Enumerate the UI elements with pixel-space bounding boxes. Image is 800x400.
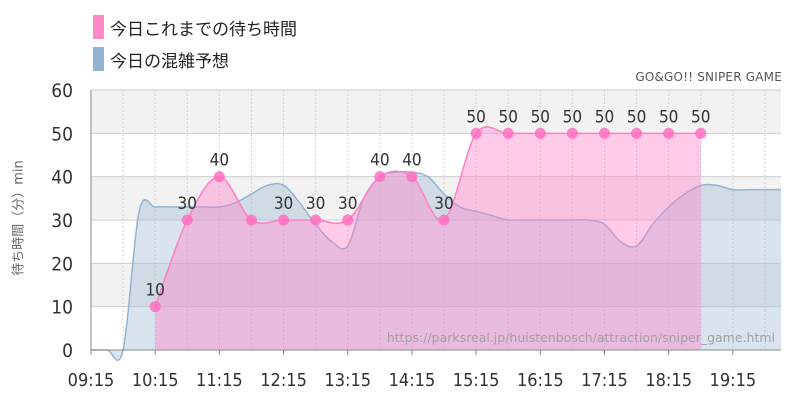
data-label: 50 (595, 107, 614, 127)
data-label: 30 (306, 194, 325, 214)
forecast-area (91, 171, 781, 361)
x-tick-label: 18:15 (645, 370, 692, 391)
actual-point (534, 127, 546, 139)
x-tick-label: 15:15 (453, 370, 500, 391)
x-tick-label: 17:15 (581, 370, 628, 391)
x-tick-label: 14:15 (389, 370, 436, 391)
actual-point (213, 171, 225, 183)
data-label: 40 (402, 151, 421, 171)
legend-item-actual: 今日これまでの待ち時間 (93, 14, 297, 40)
actual-point (502, 127, 514, 139)
grid-band (91, 263, 781, 307)
x-tick-label: 12:15 (260, 370, 307, 391)
actual-point (631, 127, 643, 139)
data-label: 50 (466, 107, 485, 127)
actual-point (406, 171, 418, 183)
actual-point (278, 214, 290, 226)
y-tick-label: 40 (51, 167, 73, 189)
attraction-title: GO&GO!! SNIPER GAME (635, 70, 782, 84)
x-tick-label: 13:15 (324, 370, 371, 391)
data-label: 30 (338, 194, 357, 214)
y-tick-label: 10 (51, 297, 73, 319)
actual-point (663, 127, 675, 139)
actual-point (181, 214, 193, 226)
actual-point (342, 214, 354, 226)
y-tick-label: 0 (62, 340, 73, 362)
data-label: 50 (691, 107, 710, 127)
data-label: 30 (434, 194, 453, 214)
x-tick-label: 11:15 (196, 370, 243, 391)
x-tick-label: 09:15 (68, 370, 115, 391)
source-url: https://parksreal.jp/huistenbosch/attrac… (386, 330, 775, 345)
actual-point (598, 127, 610, 139)
legend-item-forecast: 今日の混雑予想 (93, 46, 229, 72)
data-label: 30 (274, 194, 293, 214)
data-label: 40 (370, 151, 389, 171)
legend-swatch-forecast (93, 47, 104, 71)
data-label: 50 (531, 107, 550, 127)
grid-band (91, 306, 781, 350)
actual-point (374, 171, 386, 183)
actual-point (695, 127, 707, 139)
actual-point (566, 127, 578, 139)
y-tick-label: 30 (51, 210, 73, 232)
actual-point (149, 301, 161, 313)
x-tick-label: 16:15 (517, 370, 564, 391)
forecast-line (91, 171, 781, 361)
data-label: 50 (498, 107, 517, 127)
legend-label-forecast: 今日の混雑予想 (110, 51, 229, 72)
data-label: 50 (563, 107, 582, 127)
y-tick-label: 20 (51, 253, 73, 275)
actual-point (470, 127, 482, 139)
legend-label-actual: 今日これまでの待ち時間 (110, 19, 297, 40)
data-label: 40 (210, 151, 229, 171)
data-label: 50 (627, 107, 646, 127)
grid-band (91, 133, 781, 177)
y-axis-label: 待ち時間（分）min (11, 160, 27, 276)
actual-point (310, 214, 322, 226)
data-label: 30 (178, 194, 197, 214)
actual-area (155, 126, 701, 350)
y-tick-label: 50 (51, 123, 73, 145)
data-label: 10 (145, 281, 164, 301)
data-label: 50 (659, 107, 678, 127)
actual-point (245, 214, 257, 226)
grid-band (91, 90, 781, 134)
x-tick-label: 10:15 (132, 370, 179, 391)
y-tick-label: 60 (51, 80, 73, 102)
actual-point (438, 214, 450, 226)
legend-swatch-actual (93, 15, 104, 39)
grid-band (91, 220, 781, 264)
x-tick-label: 19:15 (710, 370, 757, 391)
